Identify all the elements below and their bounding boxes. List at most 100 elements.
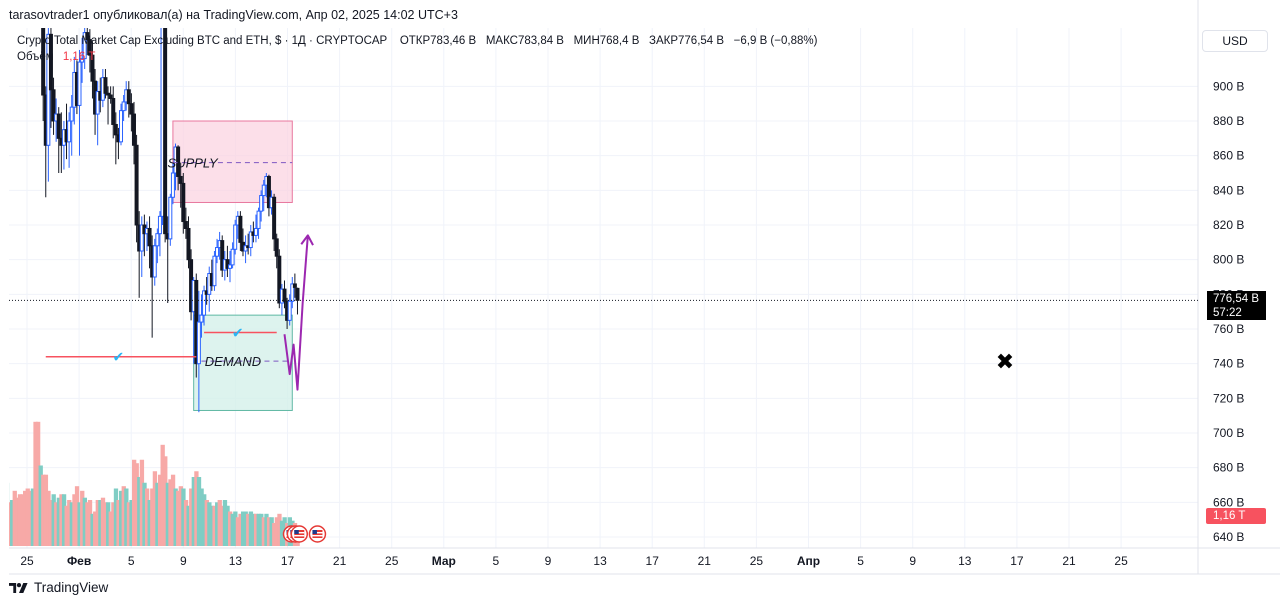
volume-bar (266, 517, 272, 546)
volume-bar (54, 502, 59, 546)
candle-down (134, 144, 139, 226)
brand-name: TradingView (34, 580, 109, 595)
volume-bar (106, 502, 111, 546)
candle-up (69, 106, 74, 122)
ohlc-high-label: МАКС (485, 35, 518, 47)
volume-bar (93, 511, 98, 546)
forecast-path (283, 235, 309, 391)
supply-label: SUPPLY (168, 156, 219, 171)
candle-down (108, 94, 113, 99)
volume-bar (279, 520, 285, 546)
volume-bar (264, 513, 269, 546)
candle-up (82, 32, 87, 60)
ohlc-low-value: 768,4 B (599, 35, 640, 47)
candle-down (272, 196, 277, 240)
candle-up (248, 231, 253, 249)
volume-bar (176, 490, 181, 546)
candle-down (41, 28, 46, 96)
volume-bar (28, 490, 33, 546)
candle-up (253, 227, 258, 236)
time-axis[interactable]: 25 Фев 5 9 13 17 21 25 Мар 5 9 13 17 21 25 Апр 5 9 13 17 21 2… (20, 554, 1128, 568)
volume-bar (183, 500, 189, 546)
candle-up (196, 321, 201, 365)
candle-up (230, 248, 235, 266)
volume-bar (46, 490, 51, 546)
currency-button[interactable]: USD (1202, 30, 1268, 52)
publish-info: tarasovtrader1 опубликовал(а) на Trading… (9, 8, 458, 22)
symbol-name[interactable]: Crypto Total Market Cap Excluding BTC an… (17, 35, 282, 47)
time-tick-label: 17 (1010, 554, 1024, 568)
levels: ✔ ✔ SUPPLY DEMAND ✖ (9, 156, 1198, 375)
candle-down (292, 283, 297, 288)
ohlc-open-label: ОТКР (399, 35, 431, 47)
time-tick-label: 21 (333, 554, 347, 568)
volume-bar (119, 490, 124, 546)
symbol-legend[interactable]: Crypto Total Market Cap Excluding BTC an… (17, 35, 818, 47)
time-tick-label: Фев (67, 554, 91, 568)
tradingview-brand[interactable]: TradingView (9, 580, 108, 595)
volume-bar (253, 513, 259, 546)
flag-stripes (294, 530, 305, 538)
price-tick-label: 700 B (1213, 426, 1244, 440)
event-markers[interactable] (282, 525, 327, 543)
candle-down (163, 28, 168, 235)
volume-bar (103, 502, 108, 546)
volume-bar (17, 494, 23, 546)
volume-bar (163, 456, 168, 546)
candle-up (290, 283, 295, 302)
volume-bar (20, 494, 25, 546)
price-tick-label: 640 B (1213, 530, 1244, 544)
time-tick-label: 25 (385, 554, 399, 568)
candle-up (243, 245, 248, 252)
timeframe-label[interactable]: 1Д (291, 35, 306, 47)
time-tick-label: 9 (909, 554, 916, 568)
volume-bar (38, 465, 43, 546)
volume-bar (0, 500, 1, 546)
volume-legend[interactable]: Объём 1,16 T (17, 51, 95, 63)
candle-down (178, 175, 183, 184)
volume-bar (168, 479, 173, 546)
volume-bar (74, 486, 80, 546)
volume-bar (212, 505, 217, 546)
volume-bar (48, 500, 54, 546)
candle-up (77, 61, 82, 106)
volume-bar (202, 494, 207, 546)
ohlc-close-value: 776,54 B (678, 35, 725, 47)
us-flag-event-icon[interactable] (308, 525, 327, 543)
price-tick-label: 900 B (1213, 79, 1244, 93)
candle-down (176, 146, 181, 177)
us-flag-event-icon[interactable] (290, 525, 309, 543)
candle-down (51, 89, 56, 122)
volume-bar (80, 490, 85, 546)
volume-bar (152, 471, 158, 546)
forecast (283, 234, 314, 391)
ohlc-high-value: 783,84 B (517, 35, 564, 47)
volume-tag: 1,16 T (1206, 508, 1266, 524)
time-tick-label: 9 (545, 554, 552, 568)
time-tick-label: 25 (1114, 554, 1128, 568)
zones (172, 120, 293, 411)
price-tick-label: 720 B (1213, 391, 1244, 405)
volume-bar (144, 488, 150, 546)
volume-bar (108, 511, 113, 546)
volume-bar (113, 488, 119, 546)
time-tick-label: 13 (229, 554, 243, 568)
volume-bar (43, 474, 49, 546)
volume-label[interactable]: Объём (17, 51, 54, 63)
volume-bar (155, 482, 160, 546)
ohlc-open-value: 783,46 B (430, 35, 477, 47)
candle-down (131, 113, 136, 146)
candle-down (56, 113, 61, 139)
volume-bar (170, 474, 176, 546)
volume-bar (77, 502, 82, 546)
volume-bar (41, 474, 46, 546)
volume-bar (191, 477, 196, 546)
volume-bar (147, 500, 152, 546)
volume-bar (233, 511, 238, 546)
price-tick-label: 860 B (1213, 149, 1244, 163)
volume-bar (261, 517, 267, 546)
volume-bar (238, 513, 243, 546)
volume-bar (85, 502, 90, 546)
